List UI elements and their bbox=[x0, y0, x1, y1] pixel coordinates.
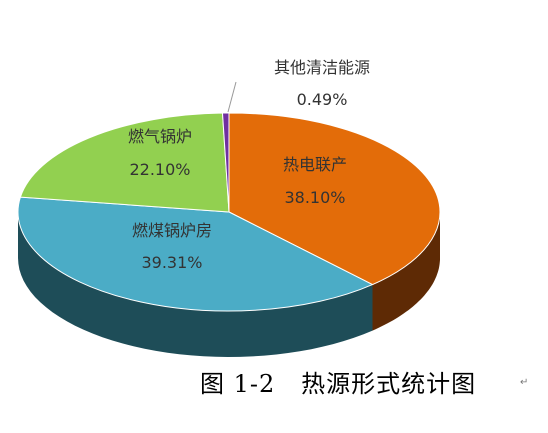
pie-chart: 热电联产 38.10% 燃煤锅炉房 39.31% 燃气锅炉 22.10% 其他清… bbox=[17, 58, 441, 357]
slice-value-gas-boiler: 22.10% bbox=[129, 160, 190, 179]
slice-label-other-clean: 其他清洁能源 bbox=[274, 58, 370, 77]
slice-side-chp bbox=[372, 212, 440, 331]
slice-chp bbox=[228, 112, 441, 286]
slice-other-clean bbox=[221, 112, 230, 213]
paragraph-mark: ↵ bbox=[520, 377, 529, 388]
figure-caption: 图 1-2 热源形式统计图 bbox=[200, 364, 476, 399]
slice-label-gas-boiler: 燃气锅炉 bbox=[128, 127, 192, 146]
slice-side-coal-boiler bbox=[18, 212, 373, 357]
leader-line bbox=[227, 81, 237, 113]
figure-title: 热源形式统计图 bbox=[301, 370, 477, 398]
slice-value-chp: 38.10% bbox=[284, 188, 345, 207]
slice-coal-boiler bbox=[17, 196, 374, 312]
pie-slices bbox=[17, 112, 441, 312]
pie-3d-sides bbox=[18, 212, 440, 357]
slice-label-coal-boiler: 燃煤锅炉房 bbox=[132, 221, 212, 240]
slice-gas-boiler bbox=[19, 112, 230, 213]
slice-value-other-clean: 0.49% bbox=[297, 90, 348, 109]
figure-number: 图 1-2 bbox=[200, 370, 276, 398]
slice-value-coal-boiler: 39.31% bbox=[141, 253, 202, 272]
slice-label-chp: 热电联产 bbox=[283, 155, 347, 174]
